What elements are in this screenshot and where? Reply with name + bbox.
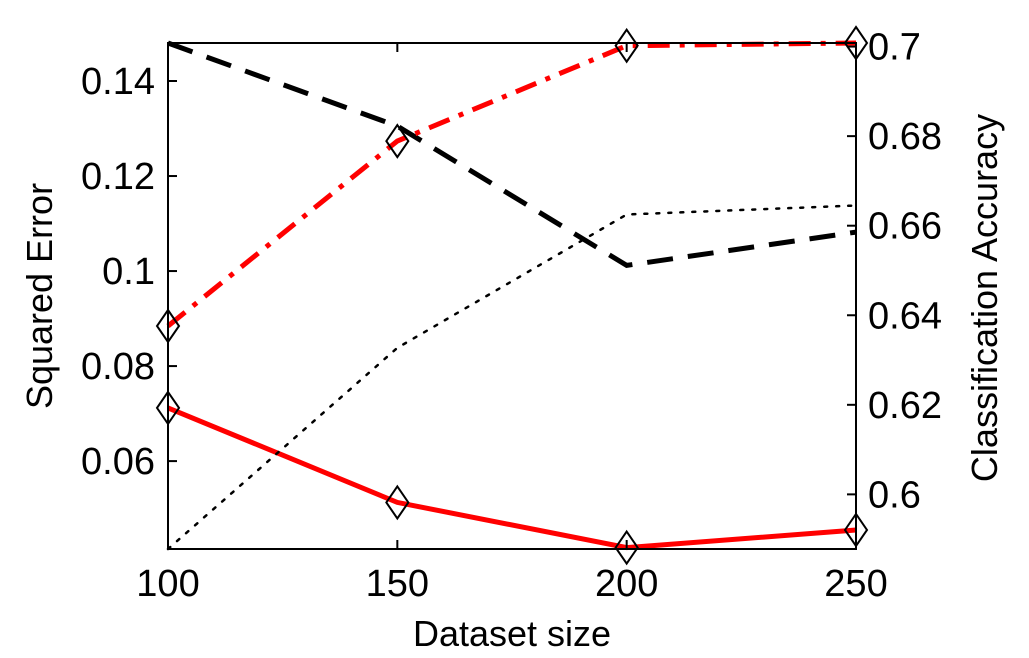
series-line-3-dashdot <box>166 40 857 328</box>
left-y-axis-label: Squared Error <box>19 183 60 409</box>
x-tick-label: 100 <box>136 563 199 605</box>
marker-layer <box>155 25 869 566</box>
left-y-tick-label: 0.1 <box>102 251 155 293</box>
series-line-2-dashed <box>167 40 857 269</box>
right-y-tick-label: 0.62 <box>868 385 942 427</box>
right-y-tick-label: 0.7 <box>868 27 921 69</box>
x-tick-label: 150 <box>366 563 429 605</box>
left-y-tick-label: 0.08 <box>81 346 155 388</box>
right-y-tick-label: 0.66 <box>868 206 942 248</box>
series-layer <box>166 40 858 551</box>
left-y-tick-label: 0.14 <box>81 61 155 103</box>
diamond-marker-series-3-point-2 <box>385 123 410 159</box>
x-tick-label: 250 <box>824 563 887 605</box>
right-y-axis-label: Classification Accuracy <box>964 114 1005 482</box>
right-y-tick-label: 0.68 <box>868 116 942 158</box>
series-line-1-solid <box>167 405 857 551</box>
tick-layer: 100 150 200 250 0.06 0.08 0.1 0.12 0.14 0.6 0.62 0.… <box>81 27 942 605</box>
series-line-4-dotted <box>166 204 858 551</box>
plot-frame <box>167 42 857 550</box>
diamond-marker-series-1-point-2 <box>385 484 410 521</box>
x-axis-label: Dataset size <box>413 613 611 654</box>
diamond-marker-series-3-point-3 <box>614 27 639 64</box>
right-y-tick-label: 0.6 <box>868 474 921 516</box>
x-tick-label: 200 <box>595 563 658 605</box>
right-y-tick-label: 0.64 <box>868 295 942 337</box>
left-y-tick-label: 0.12 <box>81 156 155 198</box>
left-y-tick-label: 0.06 <box>81 441 155 483</box>
diamond-marker-series-1-point-3 <box>614 529 639 566</box>
